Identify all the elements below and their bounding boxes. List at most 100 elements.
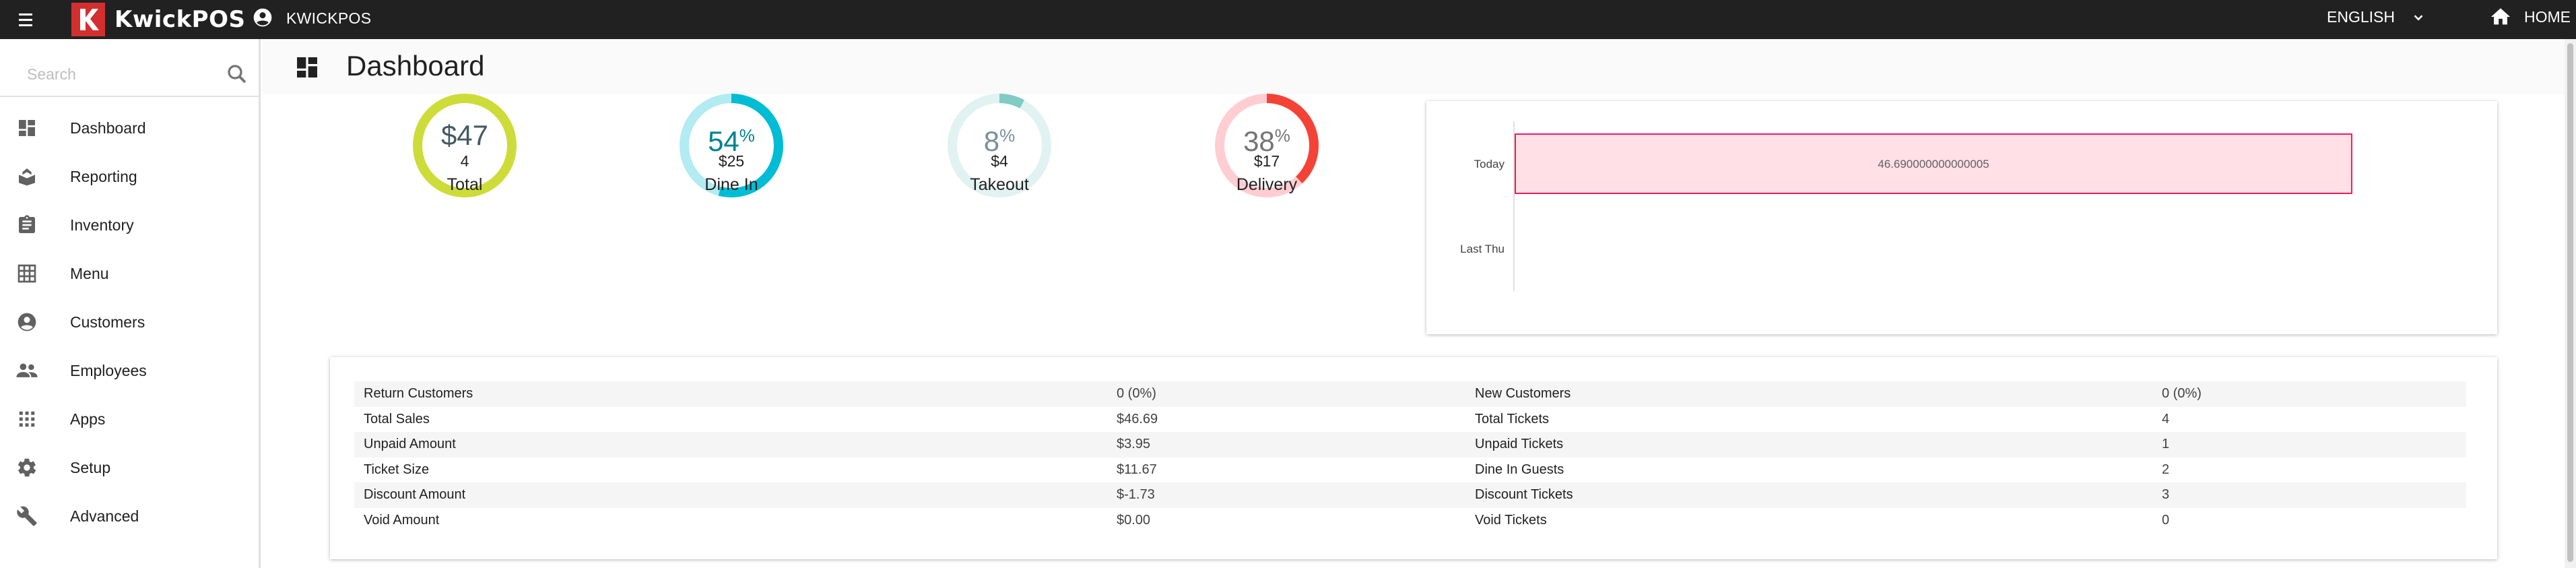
dashboard-icon [19, 120, 35, 136]
home-label: HOME [2524, 7, 2571, 26]
account-circle-icon [18, 313, 36, 332]
stat-label: Unpaid Amount [354, 432, 1107, 457]
sidebar-item-apps[interactable]: Apps [0, 395, 259, 443]
sidebar-item-label: Setup [70, 458, 111, 476]
account-circle-icon[interactable] [252, 7, 273, 28]
page-header: Dashboard [263, 39, 2576, 94]
sidebar-item-setup[interactable]: Setup [0, 443, 259, 492]
stat-label: Return Customers [354, 381, 1107, 407]
sidebar-item-label: Employees [70, 361, 147, 379]
stat-label: Void Tickets [1475, 512, 1547, 528]
gauge-delivery-label: Delivery [1236, 175, 1298, 194]
gauge-dine-in-amount: $25 [718, 152, 745, 170]
gauge-total-label: Total [447, 175, 483, 194]
gauge-delivery-value: 38% [1243, 125, 1290, 157]
gauge-total[interactable]: $47 4 Total [412, 93, 517, 198]
stat-value: 0 (0%) [1107, 381, 1465, 407]
chevron-down-icon [2414, 14, 2423, 21]
gauge-total-value: $47 [440, 119, 489, 151]
gear-icon [18, 458, 36, 477]
stat-value: $3.95 [1107, 432, 1465, 457]
stat-value: 0 [2162, 512, 2170, 528]
gauge-dine-in-value: 54% [708, 125, 755, 157]
sidebar-item-label: Menu [70, 264, 109, 282]
sidebar-item-label: Inventory [70, 216, 134, 234]
apps-icon [19, 411, 35, 427]
clipboard-icon [19, 215, 35, 233]
sidebar-item-inventory[interactable]: Inventory [0, 201, 259, 249]
stat-label: New Customers [1465, 381, 2152, 407]
sidebar: Dashboard Reporting Inventory Menu Custo… [0, 39, 261, 568]
gauge-takeout[interactable]: 8% $4 Takeout [947, 93, 1052, 198]
language-label: ENGLISH [2327, 8, 2395, 26]
account-name[interactable]: KWICKPOS [286, 9, 372, 27]
sidebar-nav: Dashboard Reporting Inventory Menu Custo… [0, 104, 259, 540]
brand-name: KwickPOS [114, 6, 246, 33]
scrollbar-thumb[interactable] [2567, 43, 2573, 562]
sidebar-item-advanced[interactable]: Advanced [0, 492, 259, 540]
search-input[interactable] [27, 62, 216, 86]
brand-logo[interactable]: KwickPOS [71, 3, 246, 36]
sidebar-item-label: Dashboard [70, 119, 146, 137]
stat-value: 4 [2162, 411, 2170, 427]
gauge-dine-in[interactable]: 54% $25 Dine In [679, 93, 784, 198]
stat-value: $46.69 [1117, 411, 1158, 427]
stat-value: 2 [2162, 462, 2170, 477]
sidebar-item-label: Apps [70, 410, 106, 428]
sidebar-item-dashboard[interactable]: Dashboard [0, 104, 259, 152]
sales-comparison-chart: Today 46.690000000000005 Last Thu [1426, 101, 2497, 334]
stat-label: Void Amount [364, 512, 440, 528]
gauge-delivery-ring [1215, 94, 1319, 197]
stat-value: $0.00 [1117, 512, 1151, 528]
brand-logo-mark [71, 3, 105, 36]
stat-value: $11.67 [1117, 462, 1157, 477]
gauge-total-ring [413, 94, 517, 197]
sidebar-item-label: Customers [70, 313, 145, 331]
dashboard-icon [297, 57, 317, 77]
page-scrollbar[interactable] [2565, 39, 2576, 568]
chart-data-label: 46.690000000000005 [1878, 158, 1989, 170]
hamburger-icon[interactable] [15, 9, 36, 30]
search-icon[interactable] [225, 62, 249, 86]
table-row: Unpaid Amount $3.95 Unpaid Tickets 1 [354, 432, 2466, 457]
stat-value: 1 [2152, 432, 2466, 457]
stat-label: Total Sales [364, 411, 430, 427]
top-app-bar: KwickPOS KWICKPOS ENGLISH HOME [0, 0, 2576, 39]
grid-icon [18, 264, 36, 283]
sidebar-item-reporting[interactable]: Reporting [0, 152, 259, 201]
gauge-takeout-ring [948, 94, 1051, 197]
reporting-icon [19, 168, 35, 186]
home-icon [2490, 8, 2511, 25]
sidebar-item-customers[interactable]: Customers [0, 298, 259, 346]
gauge-total-count: 4 [460, 152, 469, 170]
gauge-dine-in-ring [680, 94, 783, 197]
chart-category-label: Last Thu [1460, 243, 1505, 255]
chart-category-label: Today [1474, 158, 1505, 170]
stat-value: 0 (0%) [2152, 381, 2466, 407]
sidebar-item-menu[interactable]: Menu [0, 249, 259, 298]
stat-value: $-1.73 [1107, 482, 1465, 508]
stats-table: Return Customers 0 (0%) New Customers 0 … [354, 381, 2466, 533]
page-title: Dashboard [346, 50, 485, 82]
table-row: Ticket Size $11.67 Dine In Guests 2 [354, 457, 2466, 483]
stat-value: 3 [2152, 482, 2466, 508]
gauge-takeout-value: 8% [983, 125, 1016, 157]
table-row: Discount Amount $-1.73 Discount Tickets … [354, 482, 2466, 508]
search-box [0, 53, 259, 97]
language-select[interactable]: ENGLISH [2327, 8, 2426, 26]
wrench-icon [17, 506, 37, 526]
stat-label: Dine In Guests [1475, 462, 1564, 477]
gauge-takeout-label: Takeout [970, 175, 1029, 194]
gauge-delivery[interactable]: 38% $17 Delivery [1214, 93, 1319, 198]
sidebar-item-label: Reporting [70, 167, 137, 185]
stat-label: Ticket Size [364, 462, 430, 477]
stat-label: Total Tickets [1475, 411, 1550, 427]
sidebar-item-employees[interactable]: Employees [0, 346, 259, 395]
gauge-takeout-amount: $4 [991, 152, 1008, 170]
sidebar-item-label: Advanced [70, 507, 139, 525]
gauge-delivery-amount: $17 [1253, 152, 1280, 170]
home-button[interactable]: HOME [2489, 5, 2571, 28]
people-icon [16, 363, 38, 377]
table-row: Return Customers 0 (0%) New Customers 0 … [354, 381, 2466, 407]
chart-bar[interactable] [1515, 133, 2352, 194]
